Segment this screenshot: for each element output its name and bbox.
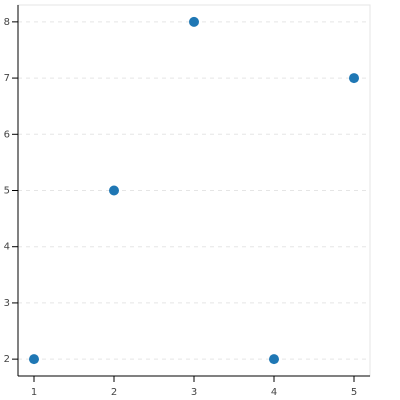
- y-tick-label: 4: [4, 242, 10, 253]
- x-tick-label: 1: [31, 387, 37, 398]
- point: [109, 185, 119, 196]
- y-tick-label: 2: [4, 354, 10, 365]
- x-tick-label: 5: [351, 387, 357, 398]
- y-tick-label: 8: [4, 17, 10, 28]
- point: [29, 354, 39, 365]
- y-tick-label: 5: [4, 186, 10, 197]
- y-tick-label: 3: [4, 298, 10, 309]
- y-tick-label: 6: [4, 129, 10, 140]
- x-tick-label: 4: [271, 387, 277, 398]
- point: [349, 73, 359, 84]
- point: [189, 16, 199, 27]
- x-tick-label: 3: [191, 387, 197, 398]
- point: [269, 354, 279, 365]
- x-tick-label: 2: [111, 387, 117, 398]
- y-tick-label: 7: [4, 73, 10, 84]
